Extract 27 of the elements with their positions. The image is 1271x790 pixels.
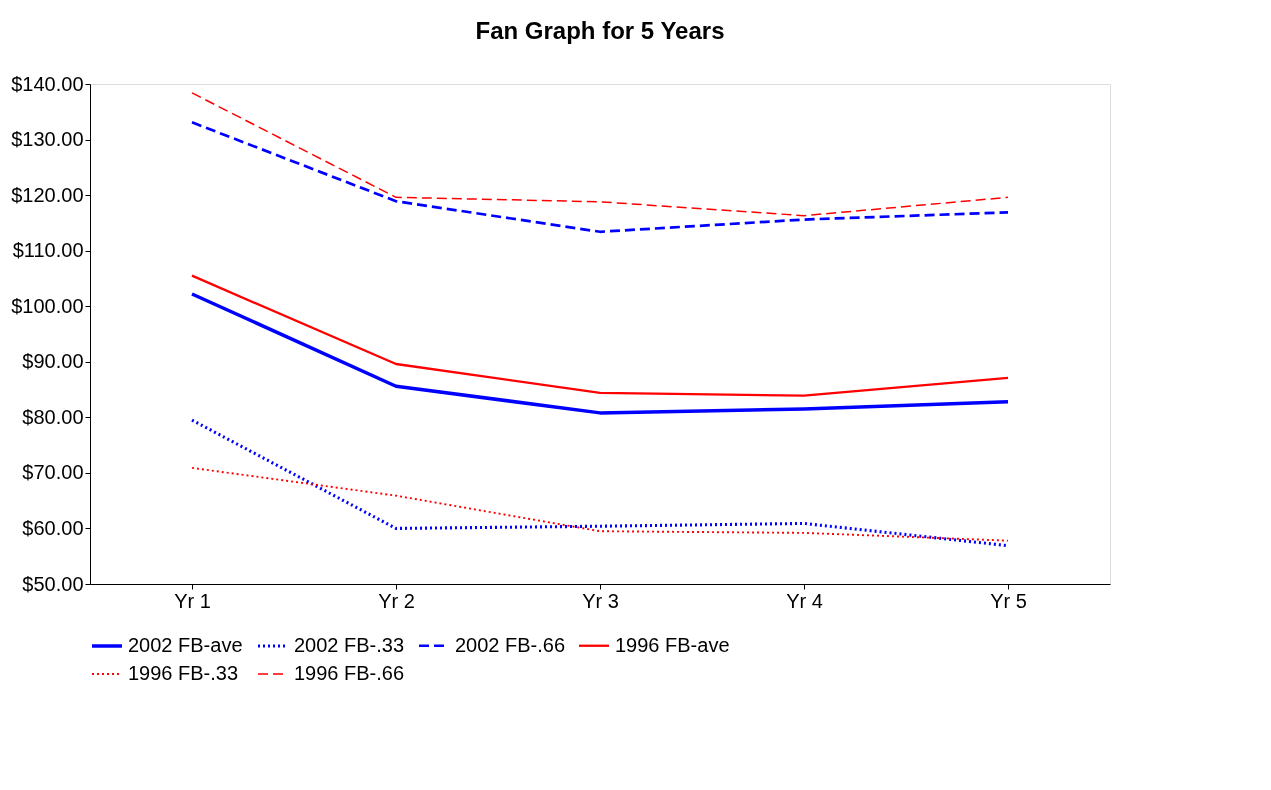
y-tick-label: $50.00 xyxy=(22,572,84,595)
line-series xyxy=(190,292,1010,415)
y-tick-label: $100.00 xyxy=(11,294,84,317)
line-series xyxy=(191,92,1009,217)
line-series xyxy=(190,274,1010,397)
legend-label: 1996 FB-.33 xyxy=(128,662,239,684)
line-series xyxy=(191,466,1009,542)
x-tick-label: Yr 3 xyxy=(582,589,619,612)
y-tick-label: $60.00 xyxy=(22,516,84,539)
x-tick-label: Yr 5 xyxy=(990,589,1027,612)
y-tick-label: $120.00 xyxy=(11,183,84,206)
x-tick-label: Yr 4 xyxy=(786,589,823,612)
legend-label: 2002 FB-.66 xyxy=(455,633,566,656)
legend-label: 2002 FB-ave xyxy=(128,634,243,656)
legend-label: 1996 FB-.66 xyxy=(294,662,405,684)
y-tick-label: $90.00 xyxy=(22,350,84,373)
x-tick-label: Yr 2 xyxy=(378,589,415,612)
y-tick-label: $130.00 xyxy=(11,128,84,151)
y-tick-label: $110.00 xyxy=(12,239,84,262)
y-tick-label: $80.00 xyxy=(22,405,84,428)
y-tick-label: $140.00 xyxy=(11,72,84,95)
y-tick-label: $70.00 xyxy=(22,461,84,484)
legend-label: 1996 FB-ave xyxy=(615,633,730,656)
chart-title: Fan Graph for 5 Years xyxy=(475,17,725,44)
line-series xyxy=(190,120,1010,234)
legend-label: 2002 FB-.33 xyxy=(294,634,405,656)
x-tick-label: Yr 1 xyxy=(174,589,211,612)
